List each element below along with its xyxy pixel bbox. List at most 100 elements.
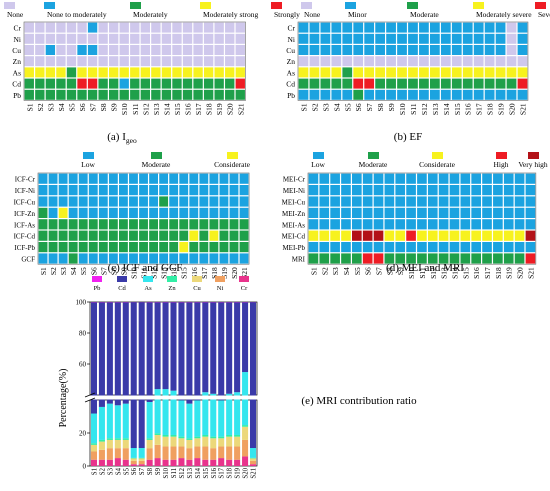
heatmap-cell <box>172 22 182 33</box>
heatmap-cell <box>495 67 506 78</box>
heatmap-cell <box>24 89 34 100</box>
heatmap-cell <box>87 89 98 100</box>
x-tick-S5: S5 <box>353 267 362 275</box>
heatmap-cell <box>140 89 150 100</box>
heatmap-cell <box>493 207 503 218</box>
heatmap-cell <box>406 185 416 196</box>
heatmap-cell <box>239 242 249 253</box>
y-tick-0: 0 <box>83 463 87 471</box>
legend-swatch-Cu <box>192 276 202 282</box>
bar-segment-Zn <box>90 443 97 445</box>
heatmap-cell <box>88 185 98 196</box>
heatmap-cell <box>108 219 118 230</box>
heatmap-cell <box>408 56 418 67</box>
heatmap-cell <box>35 67 45 78</box>
heatmap-cell <box>386 78 396 89</box>
legend-label-1: Moderate <box>359 160 388 169</box>
bar-segment-Cd <box>106 302 113 404</box>
bar-segment-Cd <box>122 302 129 404</box>
heatmap-cell <box>109 33 119 44</box>
heatmap-cell <box>353 89 364 100</box>
heatmap-cell <box>341 196 351 207</box>
heatmap-cell <box>139 242 148 253</box>
heatmap-cell <box>45 33 56 44</box>
heatmap-cell <box>151 89 161 100</box>
row-label-Pb: Pb <box>13 91 21 100</box>
heatmap-cell <box>45 67 56 78</box>
bar-segment-Cu <box>194 438 201 447</box>
bar-segment-Ni <box>122 448 129 460</box>
heatmap-cell <box>214 22 224 33</box>
panel-c-icf-gcf-heatmap: Low Moderate Considerate ICF-Cr ICF-Ni ICF-Cu… <box>14 152 251 279</box>
bar-segment-As <box>210 393 217 437</box>
heatmap-cell <box>209 253 219 264</box>
row-label-MEI-Cr: MEI-Cr <box>283 176 306 184</box>
heatmap-cell <box>473 89 484 100</box>
heatmap-cell <box>199 219 209 230</box>
heatmap-cell <box>430 22 440 33</box>
x-tick-S15: S15 <box>461 267 470 279</box>
bar-segment-Ni <box>226 446 233 460</box>
heatmap-cell <box>375 45 385 55</box>
heatmap-cell <box>406 207 416 218</box>
heatmap-cell <box>169 230 179 241</box>
x-tick-S4: S4 <box>69 267 78 275</box>
heatmap-cell <box>35 78 45 89</box>
heatmap-cell <box>517 22 528 33</box>
heatmap-cell <box>139 185 148 196</box>
x-tick-S18: S18 <box>210 267 219 279</box>
heatmap-cell <box>525 253 536 264</box>
x-tick-S5: S5 <box>123 467 130 475</box>
x-tick-S16: S16 <box>472 267 481 279</box>
heatmap-cell <box>384 219 395 230</box>
heatmap-cell <box>182 45 193 55</box>
bar-segment-Ni <box>218 446 225 459</box>
x-tick-S4: S4 <box>57 103 66 111</box>
heatmap-cell <box>109 67 119 78</box>
bar-segment-Ni <box>154 444 161 459</box>
heatmap-cell <box>68 173 78 184</box>
heatmap-cell <box>471 207 481 218</box>
heatmap-cell <box>353 33 364 44</box>
heatmap-cell <box>427 253 438 264</box>
x-tick-S9: S9 <box>119 267 128 275</box>
bar-segment-Cu <box>130 458 137 461</box>
heatmap-cell <box>384 253 395 264</box>
heatmap-cell <box>45 56 56 67</box>
heatmap-cell <box>440 56 451 67</box>
heatmap-cell <box>56 89 66 100</box>
x-tick-S13: S13 <box>431 103 440 115</box>
x-tick-S10: S10 <box>120 103 129 115</box>
heatmap-cell <box>427 173 438 184</box>
x-tick-S21: S21 <box>526 267 535 279</box>
row-label-MEI-Ni: MEI-Ni <box>283 187 305 195</box>
panel-b-ef-heatmap: None Minor Moderate Moderately severe Severe… <box>286 2 550 143</box>
bar-segment-As <box>122 403 129 439</box>
heatmap-cell <box>473 56 484 67</box>
heatmap-cell <box>159 253 169 264</box>
heatmap-cell <box>471 230 481 241</box>
heatmap-cell <box>58 230 68 241</box>
heatmap-cell <box>309 89 320 100</box>
heatmap-cell <box>298 33 309 44</box>
heatmap-cell <box>56 56 66 67</box>
heatmap-cell <box>239 207 249 218</box>
bar-segment-Cd <box>114 302 121 406</box>
heatmap-cell <box>225 22 235 33</box>
heatmap-cell <box>484 89 495 100</box>
heatmap-cell <box>203 89 214 100</box>
heatmap-cell <box>219 219 229 230</box>
legend-label-0: Low <box>311 160 325 169</box>
heatmap-cell <box>440 89 451 100</box>
heatmap-cell <box>193 45 203 55</box>
heatmap-cell <box>309 22 320 33</box>
heatmap-cell <box>182 33 193 44</box>
bar-segment-Cr <box>210 459 217 466</box>
bar-segment-As <box>234 392 241 435</box>
bar-segment-Cu <box>250 458 257 461</box>
heatmap-cell <box>56 33 66 44</box>
heatmap-cell <box>193 89 203 100</box>
row-label-Cr: Cr <box>288 24 296 33</box>
heatmap-cell <box>129 185 138 196</box>
heatmap-cell <box>430 89 440 100</box>
